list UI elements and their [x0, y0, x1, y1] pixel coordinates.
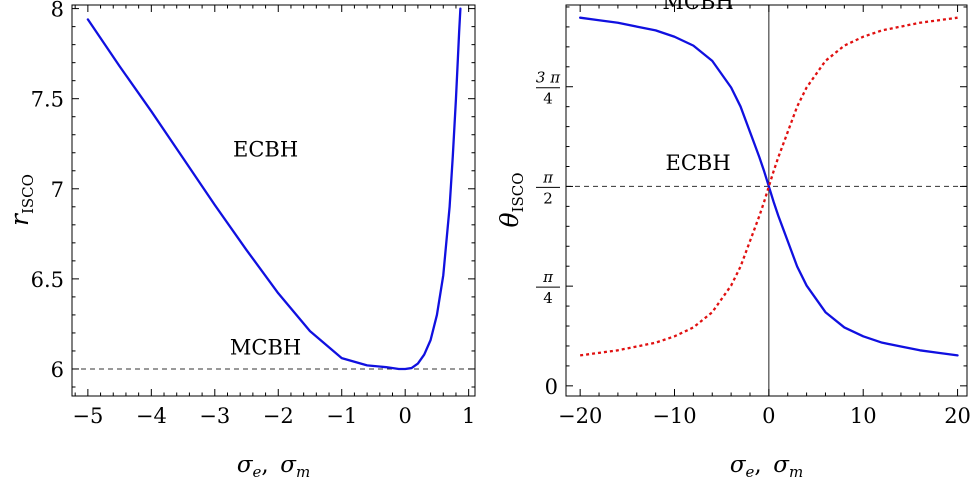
x-tick-label: −1: [326, 404, 357, 428]
x-tick-label: 0: [762, 404, 775, 428]
x-tick-label: 20: [944, 404, 971, 428]
y-axis-label-sub: ISCO: [509, 172, 527, 212]
x-tick-label: 1: [462, 404, 475, 428]
x-tick-label: −10: [652, 404, 696, 428]
y-tick-label-denominator: 4: [543, 90, 553, 108]
x-axis-label: σe, σm: [237, 452, 310, 481]
plot-frame: [71, 4, 476, 397]
x-tick-label: 10: [850, 404, 877, 428]
plot-frame: [565, 4, 968, 397]
x-tick-label: −5: [72, 404, 103, 428]
y-tick-label: 0: [545, 375, 558, 399]
y-tick-label: 6.5: [31, 268, 64, 292]
x-tick-label: −2: [263, 404, 294, 428]
y-tick-label: 8: [51, 0, 64, 22]
x-tick-label: −20: [558, 404, 602, 428]
x-axis-label-part: m: [789, 463, 803, 481]
y-axis-label-sub: ISCO: [19, 174, 37, 214]
x-axis-label-part: [269, 452, 281, 478]
x-tick-label: 0: [399, 404, 412, 428]
y-axis-label-main: r: [5, 212, 34, 226]
annotation-label: ECBH: [233, 137, 298, 161]
annotation-label: ECBH: [666, 151, 731, 175]
series-line-2: [579, 16, 958, 357]
annotation-label: MCBH: [230, 336, 301, 360]
x-axis-label-part: σ: [730, 452, 747, 478]
x-axis-label-part: σ: [237, 452, 254, 478]
annotation-label: MCBH: [662, 0, 733, 14]
y-tick-label: 7.5: [31, 88, 64, 112]
x-axis-label-part: m: [296, 463, 310, 481]
y-tick-label-numerator: π: [542, 168, 554, 186]
series-line-1: [86, 7, 462, 371]
y-axis-label-main: θ: [495, 212, 524, 227]
x-axis-label-part: e: [253, 463, 262, 481]
x-axis-label-part: σ: [280, 452, 297, 478]
y-axis-label: rISCO: [5, 174, 37, 226]
series-line-1: [579, 16, 959, 357]
y-tick-label: 7: [51, 178, 64, 202]
y-tick-fraction-label: π2: [536, 168, 560, 207]
y-tick-label-denominator: 2: [543, 189, 553, 207]
y-axis-label: θISCO: [495, 172, 527, 227]
x-tick-label: −4: [136, 404, 167, 428]
y-tick-label-denominator: 4: [543, 289, 553, 307]
x-tick-label: −3: [199, 404, 230, 428]
x-axis-label-part: [762, 452, 774, 478]
x-axis-label-part: ,: [261, 452, 268, 478]
x-axis-label-part: ,: [754, 452, 761, 478]
y-tick-label-numerator: π: [542, 268, 554, 286]
y-tick-fraction-label: 3 π4: [536, 69, 561, 108]
x-axis-label-part: e: [746, 463, 755, 481]
x-axis-label: σe, σm: [730, 452, 803, 481]
x-axis-label-part: σ: [773, 452, 790, 478]
y-tick-label-numerator: 3 π: [536, 69, 561, 87]
y-tick-label: 6: [51, 358, 64, 382]
y-tick-fraction-label: π4: [536, 268, 560, 307]
